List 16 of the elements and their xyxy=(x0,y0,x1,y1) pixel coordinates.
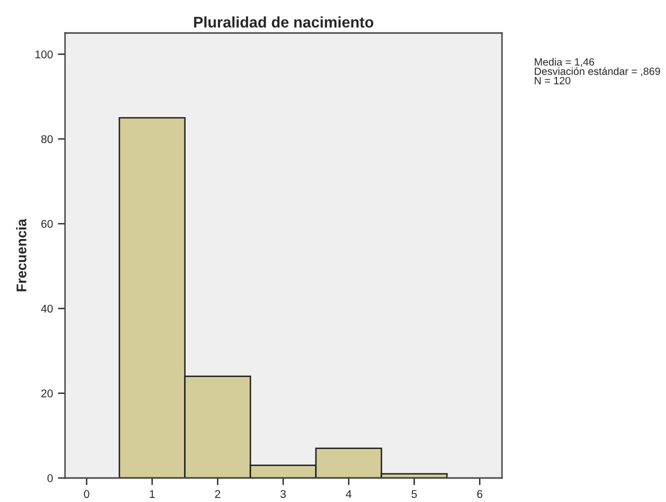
y-tick-label: 80 xyxy=(41,135,53,144)
x-tick-label: 3 xyxy=(280,490,286,498)
text: Media = 1,46 Desviación estándar = ,869 N = 120 xyxy=(534,58,660,84)
x-tick-label: 5 xyxy=(412,490,417,498)
x-tick-label: 4 xyxy=(346,490,352,498)
x-tick-label: 2 xyxy=(215,490,220,498)
chart-title: Pluralidad de nacimiento xyxy=(194,16,374,28)
x-tick-label: 6 xyxy=(477,490,482,498)
y-tick-label: 100 xyxy=(36,50,53,58)
y-axis-title: Frecuencia xyxy=(16,218,26,292)
y-tick-label: 20 xyxy=(41,390,53,398)
x-tick-label: 0 xyxy=(84,490,90,498)
y-tick-label: 40 xyxy=(41,304,53,313)
y-tick-label: 60 xyxy=(41,220,53,228)
y-tick-label: 0 xyxy=(47,474,53,482)
x-tick-label: 1 xyxy=(150,490,155,498)
